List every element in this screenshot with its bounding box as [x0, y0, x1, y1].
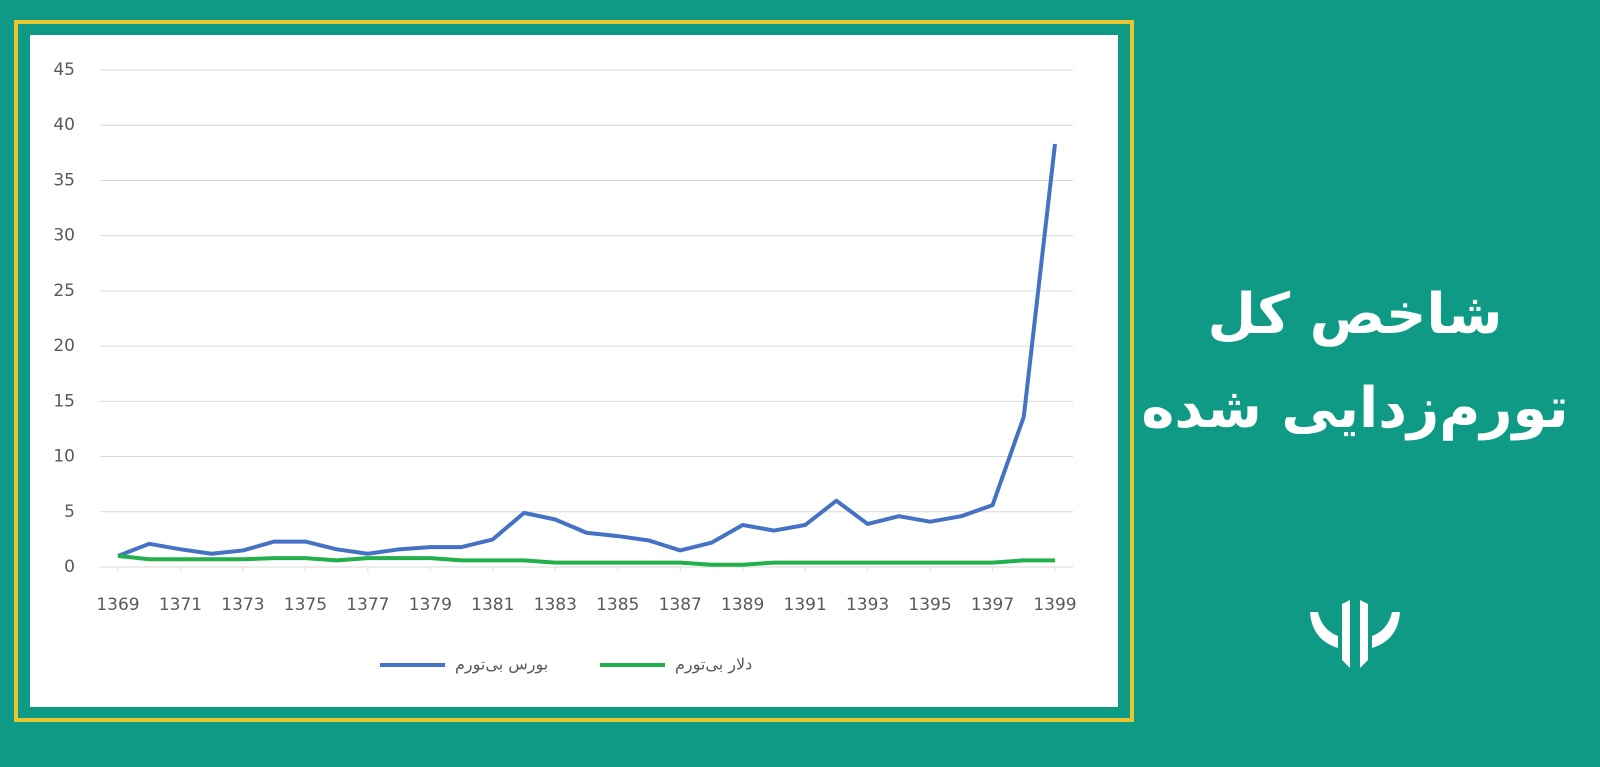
x-tick-label: 1371 — [159, 595, 202, 615]
x-tick-label: 1399 — [1033, 595, 1076, 615]
x-tick-label: 1383 — [534, 595, 577, 615]
chart-area — [30, 35, 1118, 707]
y-tick-label: 0 — [64, 557, 75, 577]
x-tick-label: 1381 — [471, 595, 514, 615]
y-tick-label: 20 — [53, 336, 75, 356]
y-tick-label: 25 — [53, 281, 75, 301]
y-tick-label: 10 — [53, 447, 75, 467]
logo — [1310, 600, 1400, 668]
x-tick-label: 1375 — [284, 595, 327, 615]
x-tick-label: 1373 — [221, 595, 264, 615]
frame — [14, 20, 1134, 722]
banner-title: شاخص کل — [1208, 282, 1503, 347]
x-tick-label: 1391 — [784, 595, 827, 615]
x-tick-label: 1377 — [346, 595, 389, 615]
y-tick-label: 35 — [53, 170, 75, 190]
logo-bar — [1360, 600, 1368, 668]
x-tick-label: 1385 — [596, 595, 639, 615]
x-tick-label: 1393 — [846, 595, 889, 615]
logo-horn — [1372, 612, 1400, 648]
data-line — [117, 143, 1057, 558]
banner-title: تورم‌زدایی شده — [1141, 376, 1568, 441]
y-tick-label: 45 — [53, 60, 75, 80]
logo-horn — [1310, 612, 1338, 648]
x-tick-label: 1379 — [409, 595, 452, 615]
x-tick-label: 1395 — [908, 595, 951, 615]
legend-label: بورس بی‌تورم — [455, 655, 548, 675]
y-tick-label: 15 — [53, 391, 75, 411]
x-tick-label: 1397 — [971, 595, 1014, 615]
x-tick-label: 1387 — [659, 595, 702, 615]
y-tick-label: 40 — [53, 115, 75, 135]
y-tick-label: 30 — [53, 226, 75, 246]
data-line — [117, 553, 1055, 567]
x-tick-label: 1389 — [721, 595, 764, 615]
x-tick-label: 1369 — [96, 595, 139, 615]
y-tick-label: 5 — [64, 502, 75, 522]
logo-bar — [1342, 600, 1350, 668]
legend-label: دلار بی‌تورم — [675, 655, 752, 675]
